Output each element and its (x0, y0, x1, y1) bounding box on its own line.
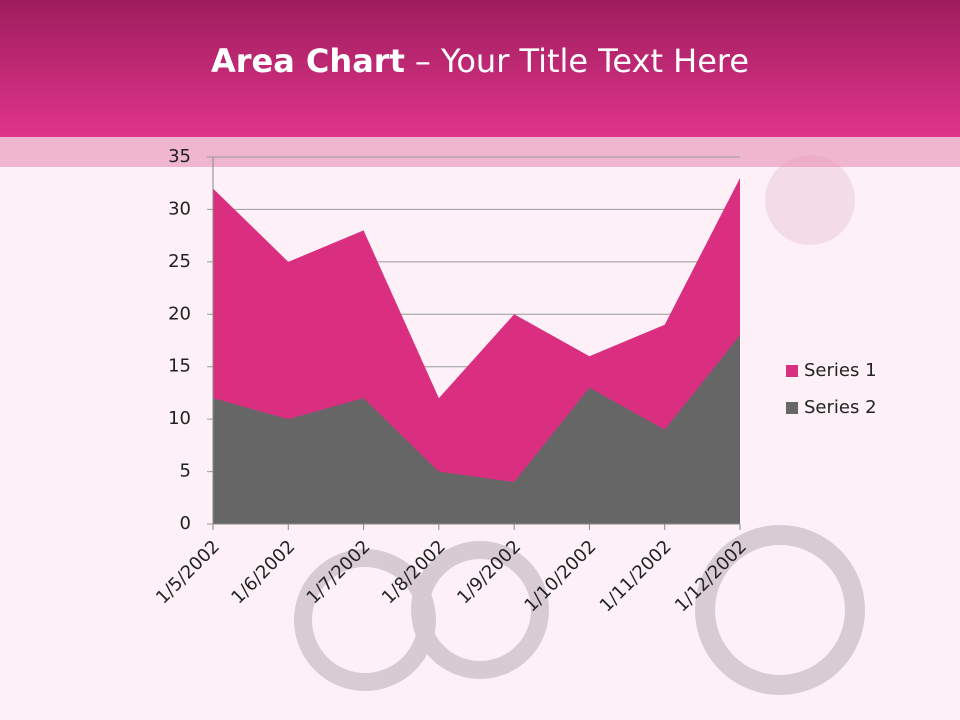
header-strip (0, 137, 960, 167)
y-tick-label: 5 (180, 461, 191, 482)
area (213, 335, 740, 524)
y-tick-label: 0 (180, 513, 191, 534)
legend-label: Series 1 (804, 360, 877, 381)
y-tick-label: 10 (168, 408, 191, 429)
slide-title: Area Chart – Your Title Text Here (211, 42, 749, 80)
y-tick-label: 20 (168, 303, 191, 324)
y-tick-label: 30 (168, 198, 191, 219)
y-tick-label: 15 (168, 356, 191, 377)
title-bold: Area Chart (211, 42, 405, 80)
y-tick-label: 25 (168, 251, 191, 272)
legend-label: Series 2 (804, 397, 877, 418)
y-tick-label: 35 (168, 146, 191, 167)
header-band (0, 0, 960, 137)
legend-swatch (786, 365, 798, 377)
title-rest: – Your Title Text Here (415, 42, 749, 80)
legend-swatch (786, 402, 798, 414)
background-picture (294, 155, 865, 695)
